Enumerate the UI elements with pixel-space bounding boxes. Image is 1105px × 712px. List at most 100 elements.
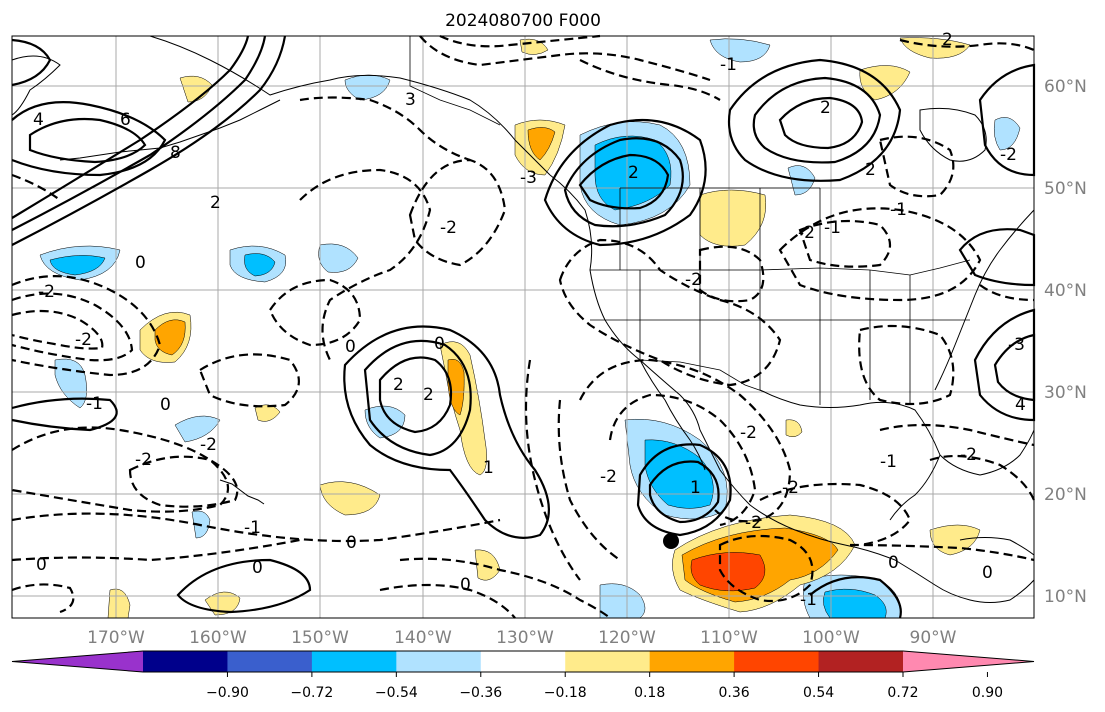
contour-negative	[11, 538, 301, 562]
lon-label-170w: 170°W	[87, 628, 145, 648]
shade-region-light-blue	[709, 38, 771, 63]
contour-label: 0	[346, 533, 357, 553]
colorbar-tick-label: 0.54	[803, 685, 834, 701]
contour-label: 0	[135, 253, 146, 273]
coastline-alaska	[11, 35, 551, 176]
contour-label: -2	[200, 435, 217, 455]
colorbar-tick-label: −0.36	[459, 685, 502, 701]
contour-label: 2	[393, 375, 404, 395]
shade-region-light-yellow	[254, 404, 281, 422]
coastline-east-coast	[934, 209, 1035, 391]
contour-negative	[718, 534, 814, 603]
contour-label: -1	[720, 55, 737, 75]
contour-negative	[608, 393, 757, 527]
contour-label: 1	[483, 458, 494, 478]
contour-positive	[11, 35, 287, 246]
contour-negative	[128, 455, 239, 508]
contour-positive	[343, 325, 550, 539]
shade-region-light-blue	[364, 405, 406, 439]
lon-label-120w: 120°W	[598, 628, 656, 648]
contour-negative	[11, 512, 501, 543]
lon-label-160w: 160°W	[189, 628, 247, 648]
contour-label: 0	[888, 553, 899, 573]
contour-negative	[558, 238, 782, 387]
contour-positive	[11, 101, 167, 177]
shade-region-light-yellow	[319, 481, 381, 516]
contour-negative	[879, 423, 1035, 447]
shade-region-orange	[154, 319, 186, 356]
contour-label: 2	[942, 30, 953, 50]
contour-lines	[11, 34, 1036, 619]
colorbar: −0.90 −0.72 −0.54 −0.36 −0.18 0.18 0.36 0.54 0.7…	[11, 650, 1035, 701]
shade-region-light-yellow	[859, 65, 911, 101]
colorbar-extend-min	[12, 651, 143, 672]
border-canada-provinces	[619, 187, 821, 270]
contour-label: -1	[800, 590, 817, 610]
contour-negative	[579, 59, 721, 101]
lon-label-140w: 140°W	[394, 628, 452, 648]
map-panel: 0 2 -2 4 6 8 -2 0 -2 3 -2 -2 2 2 -1 -1 -…	[11, 30, 1036, 619]
coastline-aleutians	[59, 99, 281, 161]
contour-negative	[268, 278, 362, 347]
contour-negative	[11, 292, 134, 362]
shade-region-light-blue	[174, 415, 221, 443]
contour-label: -1	[86, 394, 103, 414]
contour-positive	[543, 118, 707, 247]
lat-label-20n: 20°N	[1044, 485, 1087, 505]
contour-label: 2	[865, 160, 876, 180]
colorbar-extend-max	[903, 651, 1034, 672]
colorbar-segment	[480, 651, 566, 672]
contour-label: -2	[960, 445, 977, 465]
contour-label: -2	[740, 423, 757, 443]
border-us-states	[590, 268, 970, 405]
coastline-gulf-of-mexico	[759, 389, 1035, 521]
contour-label: 0	[345, 337, 356, 357]
colorbar-tick-label: −0.72	[290, 685, 333, 701]
colorbar-segment	[734, 651, 820, 672]
coastline-caribbean	[959, 537, 1035, 556]
colorbar-tick-label: −0.18	[544, 685, 587, 701]
contour-negative	[759, 482, 912, 547]
shade-region-blue	[49, 255, 106, 276]
lat-label-50n: 50°N	[1044, 179, 1087, 199]
colorbar-segment	[396, 651, 482, 672]
contour-label: 4	[1015, 395, 1026, 415]
lon-label-100w: 100°W	[802, 628, 860, 648]
contour-label: 2	[423, 385, 434, 405]
contour-negative	[439, 34, 601, 48]
lat-label-10n: 10°N	[1044, 587, 1087, 607]
colorbar-segment	[311, 651, 397, 672]
contour-label: 8	[170, 143, 181, 163]
contour-labels: 0 2 -2 4 6 8 -2 0 -2 3 -2 -2 2 2 -1 -1 -…	[33, 30, 1026, 610]
contour-label: -2	[600, 467, 617, 487]
colorbar-tick-label: 0.18	[634, 685, 665, 701]
map-title: 2024080700 F000	[445, 11, 601, 31]
contour-negative	[849, 543, 1035, 562]
contour-positive	[636, 443, 732, 537]
contour-negative	[878, 135, 955, 198]
contour-label: 0	[434, 334, 445, 354]
contour-label: -1	[880, 452, 897, 472]
coastlines	[11, 35, 1035, 603]
lat-label-30n: 30°N	[1044, 383, 1087, 403]
contour-positive	[378, 356, 453, 434]
contour-label: 3	[405, 90, 416, 110]
longitude-labels: 170°W 160°W 150°W 140°W 130°W 120°W 110°…	[87, 628, 957, 648]
contour-label: -1	[244, 518, 261, 538]
contour-negative	[557, 399, 621, 561]
lon-label-110w: 110°W	[700, 628, 758, 648]
contour-label: -2	[745, 513, 762, 533]
map-frame	[11, 35, 1035, 619]
contour-label: -2	[38, 282, 55, 302]
colorbar-tick-label: 0.72	[887, 685, 918, 701]
contour-label: 2	[210, 193, 221, 213]
contour-positive	[727, 58, 902, 182]
contour-negative	[524, 359, 581, 581]
contour-label: -2	[782, 478, 799, 498]
contour-label: 0	[982, 563, 993, 583]
contour-label: 0	[460, 575, 471, 595]
contour-label: -2	[1000, 145, 1017, 165]
contour-negative	[11, 173, 61, 201]
contour-negative	[798, 219, 892, 268]
